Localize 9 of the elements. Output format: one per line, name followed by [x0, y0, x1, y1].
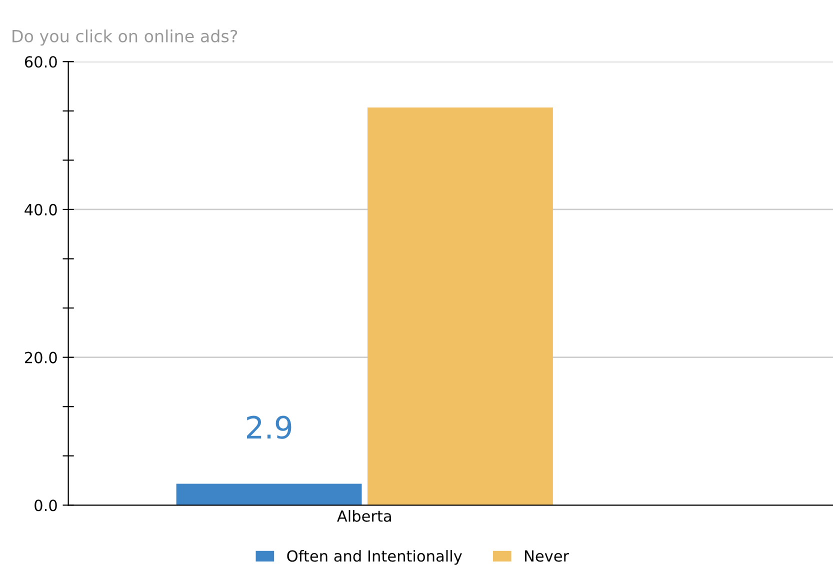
y-tick-label: 20.0: [24, 352, 57, 364]
legend-label: Never: [525, 550, 570, 562]
data-label: 2.9: [246, 416, 292, 439]
x-tick-label: Alberta: [337, 510, 391, 522]
chart-title: Do you click on online ads?: [12, 30, 238, 46]
legend-label: Often and Intentionally: [287, 550, 462, 565]
y-tick-label: 0.0: [34, 500, 57, 512]
y-tick-label: 40.0: [24, 204, 57, 216]
y-tick-label: 60.0: [24, 56, 57, 68]
